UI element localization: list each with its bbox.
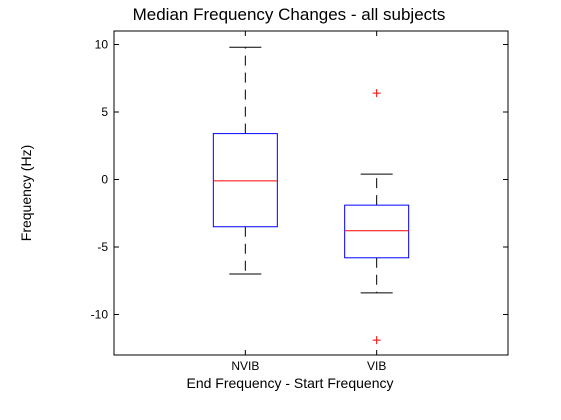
y-tick-label: -5 <box>97 240 108 254</box>
y-axis-label: Frequency (Hz) <box>18 145 34 241</box>
y-tick-label: -10 <box>91 308 109 322</box>
iqr-box <box>212 133 278 228</box>
outlier-marker <box>372 89 381 98</box>
x-axis-label: End Frequency - Start Frequency <box>187 375 394 391</box>
y-tick-label: 5 <box>101 105 108 119</box>
y-tick-label: 0 <box>101 173 108 187</box>
box-group-vib <box>344 89 410 345</box>
chart-title: Median Frequency Changes - all subjects <box>133 5 446 24</box>
iqr-box <box>344 204 410 259</box>
y-axis: 10 5 0 -5 -10 <box>91 38 508 322</box>
y-tick-label: 10 <box>95 38 109 52</box>
plot-area <box>113 30 509 356</box>
x-axis: NVIB VIB <box>231 31 386 373</box>
box-group-nvib <box>212 46 278 275</box>
boxes-layer <box>212 46 410 345</box>
x-tick-label: VIB <box>367 359 386 373</box>
x-tick-label: NVIB <box>231 359 259 373</box>
outlier-marker <box>372 336 381 345</box>
